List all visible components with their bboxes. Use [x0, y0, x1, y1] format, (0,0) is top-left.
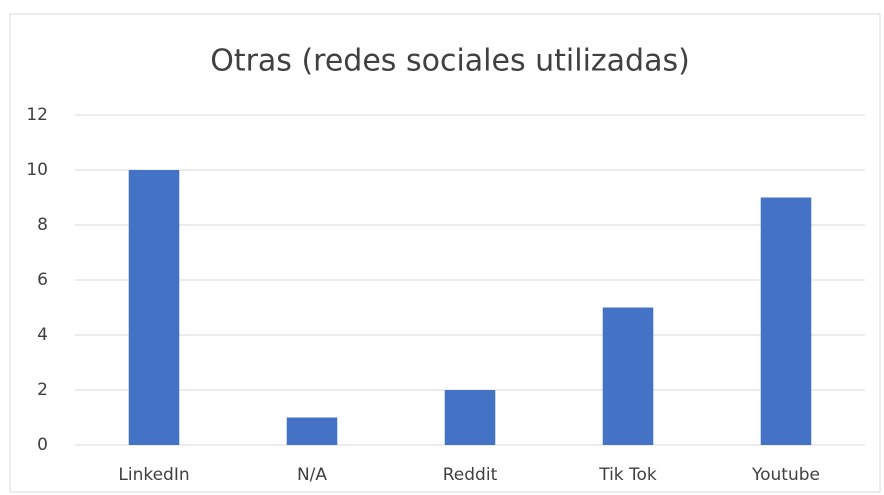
- bar: [602, 307, 654, 445]
- x-tick-label: Youtube: [751, 465, 820, 485]
- bar: [286, 417, 338, 445]
- y-tick-label: 4: [37, 325, 48, 345]
- x-tick-label: Tik Tok: [598, 465, 657, 485]
- x-tick-label: LinkedIn: [118, 465, 189, 485]
- x-tick-label: N/A: [297, 465, 327, 485]
- x-tick-label: Reddit: [443, 465, 498, 485]
- chart-title: Otras (redes sociales utilizadas): [210, 44, 690, 79]
- y-tick-label: 12: [26, 105, 48, 125]
- y-tick-label: 6: [37, 270, 48, 290]
- y-tick-label: 0: [37, 435, 48, 455]
- y-tick-label: 8: [37, 215, 48, 235]
- y-tick-label: 2: [37, 380, 48, 400]
- y-tick-label: 10: [26, 160, 48, 180]
- bar: [444, 390, 496, 445]
- bar: [128, 170, 180, 445]
- bar: [760, 197, 812, 445]
